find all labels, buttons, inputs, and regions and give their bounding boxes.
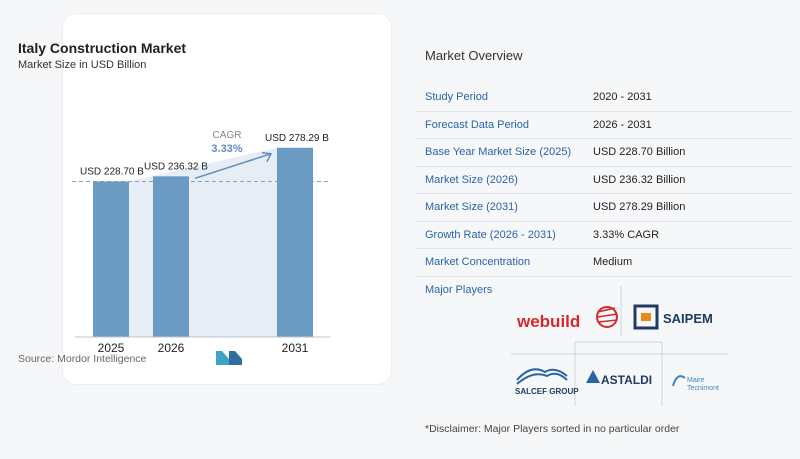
table-row: Market Size (2031) USD 278.29 Billion: [415, 193, 793, 222]
bar-2026: [153, 176, 189, 337]
table-row: Forecast Data Period 2026 - 2031: [415, 111, 793, 139]
maire-logo-line1: Maire: [687, 377, 705, 384]
chart-subtitle: Market Size in USD Billion: [18, 59, 147, 71]
data-label-2031: USD 278.29 B: [265, 133, 329, 144]
row-key: Base Year Market Size (2025): [415, 138, 583, 167]
row-key: Study Period: [415, 84, 583, 112]
row-value: 3.33% CAGR: [583, 221, 793, 249]
astaldi-mark-icon: [586, 370, 600, 383]
cagr-arrow-head: [261, 152, 273, 163]
cagr-value: 3.33%: [211, 143, 242, 155]
cagr-arrow: [194, 153, 272, 180]
mordor-logo-icon: [216, 351, 242, 365]
tick-label-2025: 2025: [98, 341, 125, 355]
row-value: 2020 - 2031: [583, 84, 793, 112]
market-overview-panel: Market Overview Study Period 2020 - 2031 …: [415, 0, 800, 459]
row-key: Market Size (2026): [415, 166, 583, 194]
row-value: USD 278.29 Billion: [583, 193, 793, 222]
row-value: Medium: [583, 248, 793, 277]
disclaimer: *Disclaimer: Major Players sorted in no …: [425, 423, 680, 435]
salcef-mark-icon: [516, 368, 568, 385]
row-key: Growth Rate (2026 - 2031): [415, 221, 583, 249]
maire-mark-icon: [672, 375, 686, 387]
major-players-label: Major Players: [425, 284, 493, 296]
player-logos: webuild SAIPEM SALCEF GROUP ASTALDI Mair…: [511, 286, 728, 406]
table-row: Market Concentration Medium: [415, 248, 793, 277]
row-key: Market Size (2031): [415, 193, 583, 222]
webuild-sphere-icon: [596, 306, 618, 328]
bar-2031: [277, 147, 313, 337]
tick-label-2031: 2031: [282, 341, 309, 355]
table-row: Market Size (2026) USD 236.32 Billion: [415, 166, 793, 194]
saipem-mark-icon: [633, 304, 659, 330]
cagr-label: CAGR: [213, 130, 242, 141]
row-value: USD 228.70 Billion: [583, 138, 793, 167]
astaldi-logo: ASTALDI: [601, 373, 652, 387]
saipem-logo: SAIPEM: [663, 311, 713, 326]
data-label-2026: USD 236.32 B: [144, 161, 208, 172]
bar-chart: USD 228.70 B 2025 USD 236.32 B 2026 USD 278.…: [72, 130, 330, 355]
maire-logo-line2: Tecnimont: [687, 385, 719, 392]
table-row: Study Period 2020 - 2031: [415, 84, 793, 112]
tick-label-2026: 2026: [158, 341, 185, 355]
row-value: 2026 - 2031: [583, 111, 793, 139]
chart-title: Italy Construction Market: [18, 40, 187, 56]
table-row: Base Year Market Size (2025) USD 228.70 B…: [415, 138, 793, 167]
row-key: Market Concentration: [415, 248, 583, 277]
overview-title: Market Overview: [425, 48, 523, 63]
source-note: Source: Mordor Intelligence: [18, 353, 147, 365]
salcef-logo: SALCEF GROUP: [515, 387, 579, 396]
webuild-logo: webuild: [516, 312, 580, 331]
overview-table: Study Period 2020 - 2031 Forecast Data Pe…: [415, 84, 793, 277]
bar-2025: [93, 181, 129, 337]
row-key: Forecast Data Period: [415, 111, 583, 139]
row-value: USD 236.32 Billion: [583, 166, 793, 194]
table-row: Growth Rate (2026 - 2031) 3.33% CAGR: [415, 221, 793, 249]
data-label-2025: USD 228.70 B: [80, 166, 144, 177]
